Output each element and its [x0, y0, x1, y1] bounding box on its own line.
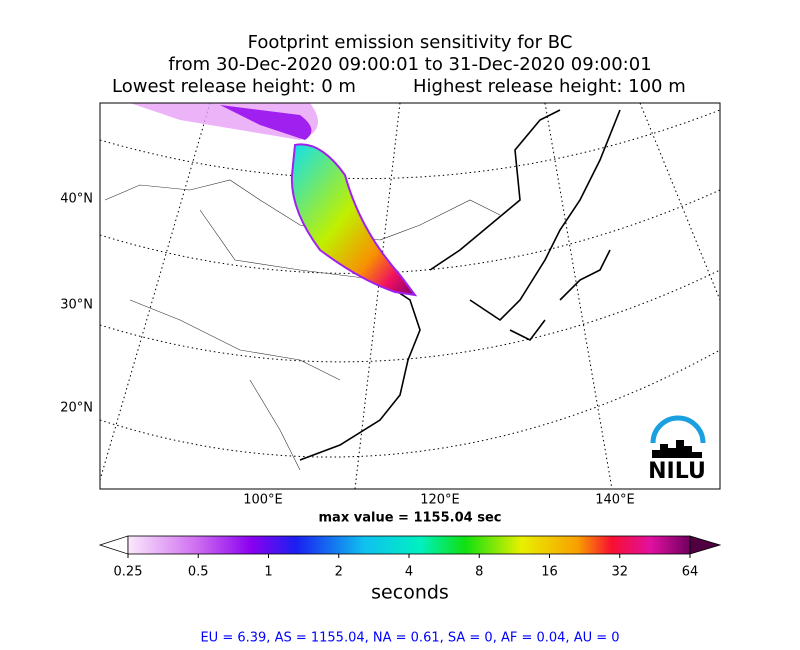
plume-mid: [220, 105, 312, 140]
lat-label: 40°N: [60, 192, 93, 207]
footer-stats: EU = 6.39, AS = 1155.04, NA = 0.61, SA =…: [200, 631, 619, 646]
coastline: [299, 109, 621, 461]
map-frame: [99, 102, 721, 490]
lat-labels: 40°N 30°N 20°N: [60, 192, 93, 416]
colorbar: 0.25 0.5 1 2 4 8 16 32 64: [98, 535, 722, 580]
colorbar-tick-label: 16: [541, 565, 558, 580]
colorbar-tick-label: 0.25: [114, 565, 143, 580]
colorbar-tick-label: 8: [475, 565, 483, 580]
logo-skyline: [652, 440, 702, 458]
lon-label: 120°E: [420, 493, 460, 508]
colorbar-label: seconds: [371, 582, 449, 604]
logo-text: NILU: [648, 459, 706, 484]
colorbar-extend-high: [689, 535, 722, 555]
logo: NILU: [648, 415, 706, 484]
colorbar-bar: [127, 535, 691, 555]
lon-label: 140°E: [595, 493, 635, 508]
max-value: max value = 1155.04 sec: [319, 511, 502, 526]
lat-label: 20°N: [60, 401, 93, 416]
map: [100, 103, 720, 489]
title-line: Footprint emission sensitivity for BC: [248, 32, 573, 53]
latitude-line: [100, 109, 720, 458]
colorbar-tick-label: 4: [405, 565, 413, 580]
colorbar-extend-low: [98, 535, 129, 555]
colorbar-tick-label: 1: [264, 565, 272, 580]
plume-core: [290, 143, 418, 297]
border: [104, 179, 501, 471]
colorbar-tick-label: 64: [682, 565, 699, 580]
colorbar-tick-label: 2: [335, 565, 343, 580]
colorbar-tick-label: 32: [611, 565, 628, 580]
release-lowest: Lowest release height: 0 m: [112, 76, 356, 97]
lat-label: 30°N: [60, 298, 93, 313]
longitude-line: [100, 103, 720, 489]
lon-labels: 100°E 120°E 140°E: [243, 493, 635, 508]
lon-label: 100°E: [243, 493, 283, 508]
release-highest: Highest release height: 100 m: [413, 76, 686, 97]
colorbar-tick-label: 0.5: [188, 565, 209, 580]
logo-arc: [650, 415, 706, 444]
title-line: from 30-Dec-2020 09:00:01 to 31-Dec-2020…: [168, 54, 651, 75]
